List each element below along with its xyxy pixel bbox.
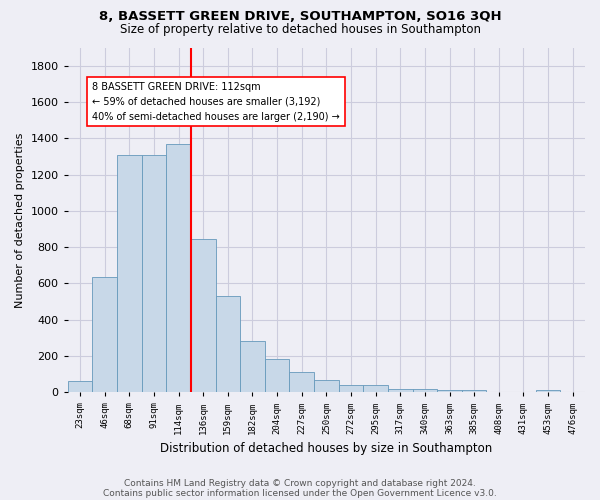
Bar	[314, 380, 338, 392]
Bar	[536, 390, 560, 392]
Text: Contains HM Land Registry data © Crown copyright and database right 2024.: Contains HM Land Registry data © Crown c…	[124, 478, 476, 488]
Text: 8, BASSETT GREEN DRIVE, SOUTHAMPTON, SO16 3QH: 8, BASSETT GREEN DRIVE, SOUTHAMPTON, SO1…	[98, 10, 502, 23]
Y-axis label: Number of detached properties: Number of detached properties	[15, 132, 25, 308]
Bar	[413, 389, 437, 392]
Text: Contains public sector information licensed under the Open Government Licence v3: Contains public sector information licen…	[103, 488, 497, 498]
Bar	[265, 359, 289, 392]
Bar	[117, 155, 142, 392]
Bar	[437, 390, 462, 392]
Bar	[289, 372, 314, 392]
Bar	[240, 340, 265, 392]
Bar	[68, 382, 92, 392]
Bar	[166, 144, 191, 392]
Bar	[364, 386, 388, 392]
Bar	[388, 389, 413, 392]
Bar	[462, 390, 487, 392]
Bar	[142, 154, 166, 392]
Bar	[92, 277, 117, 392]
Text: Size of property relative to detached houses in Southampton: Size of property relative to detached ho…	[119, 22, 481, 36]
X-axis label: Distribution of detached houses by size in Southampton: Distribution of detached houses by size …	[160, 442, 493, 455]
Bar	[215, 296, 240, 392]
Bar	[338, 386, 364, 392]
Text: 8 BASSETT GREEN DRIVE: 112sqm
← 59% of detached houses are smaller (3,192)
40% o: 8 BASSETT GREEN DRIVE: 112sqm ← 59% of d…	[92, 82, 340, 122]
Bar	[191, 239, 215, 392]
